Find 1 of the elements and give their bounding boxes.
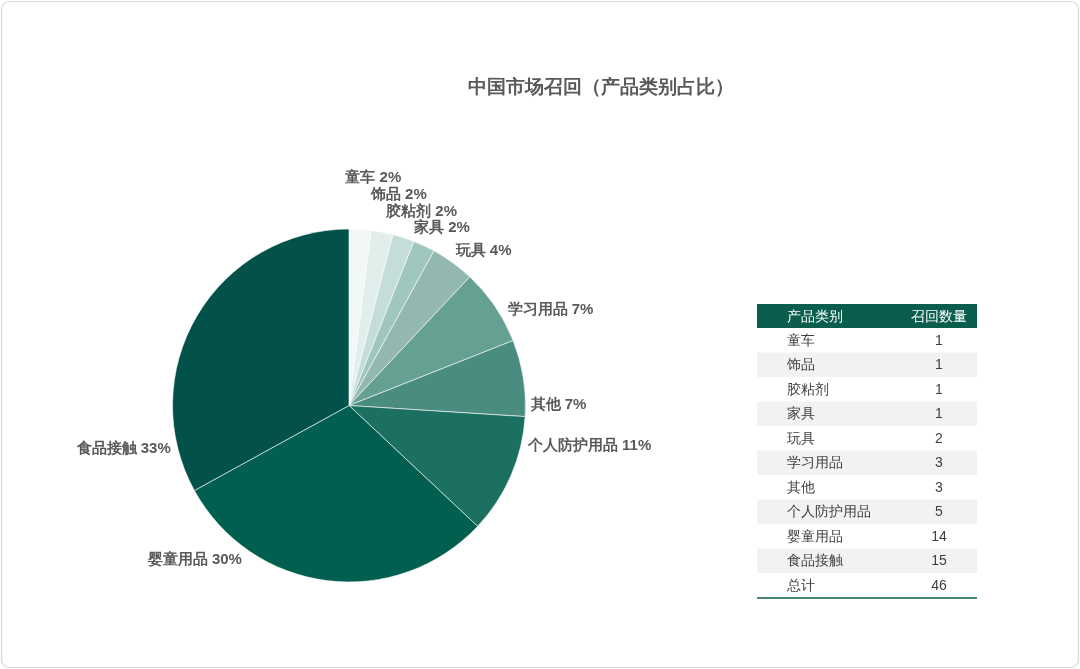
title: 中国市场召回（产品类别占比） — [468, 76, 734, 97]
